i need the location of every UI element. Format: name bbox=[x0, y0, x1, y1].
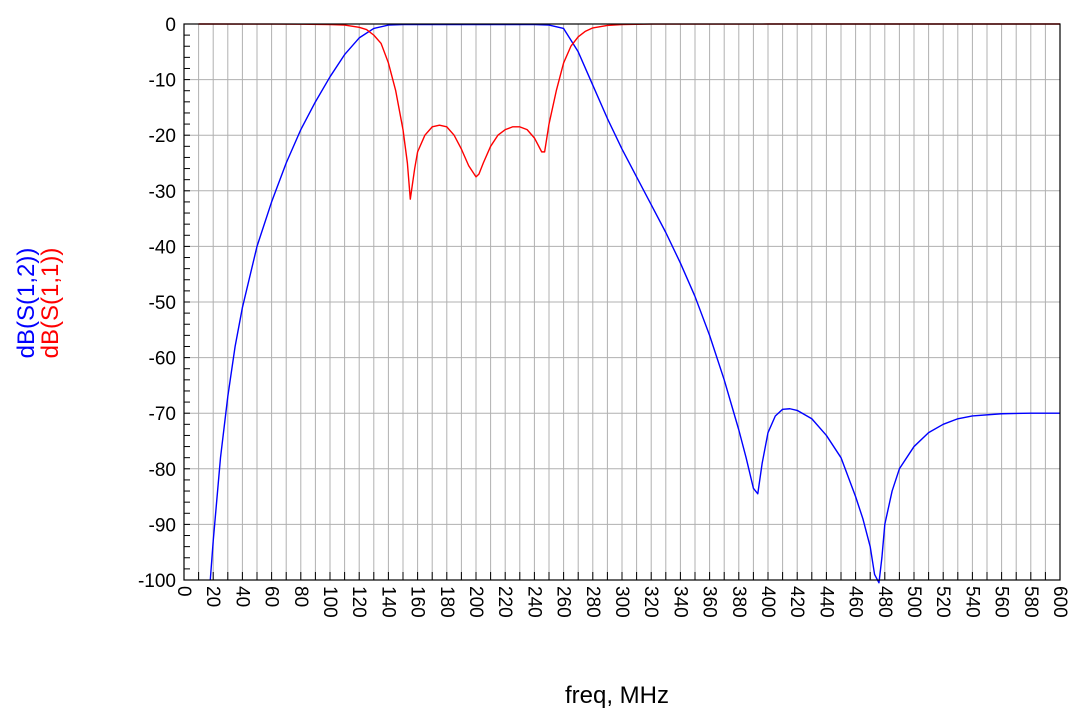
x-tick-label: 400 bbox=[757, 586, 778, 618]
x-tick-label: 600 bbox=[1049, 586, 1070, 618]
x-tick-label: 320 bbox=[640, 586, 661, 618]
x-tick-label: 0 bbox=[173, 586, 194, 597]
x-tick-label: 480 bbox=[874, 586, 895, 618]
y-tick-label: -90 bbox=[149, 515, 176, 536]
x-tick-label: 160 bbox=[407, 586, 428, 618]
x-tick-label: 380 bbox=[728, 586, 749, 618]
series-lines bbox=[198, 23, 1061, 584]
x-tick-label: 120 bbox=[348, 586, 369, 618]
x-tick-label: 80 bbox=[290, 586, 311, 607]
x-tick-label: 360 bbox=[699, 586, 720, 618]
x-tick-label: 300 bbox=[611, 586, 632, 618]
y-tick-labels: 0 -10 -20 -30 -40 -50 -60 -70 -80 -90 -100 bbox=[138, 15, 176, 592]
x-tick-label: 420 bbox=[786, 586, 807, 618]
y-tick-label: -80 bbox=[149, 460, 176, 481]
x-axis-title: freq, MHz bbox=[565, 682, 669, 709]
x-tick-label: 140 bbox=[377, 586, 398, 618]
y-axis-title-s11: dB(S(1,1)) bbox=[37, 248, 64, 359]
x-tick-label: 180 bbox=[436, 586, 457, 618]
x-tick-label: 40 bbox=[231, 586, 252, 607]
series-line-s12 bbox=[209, 23, 1060, 584]
y-axis-title-s12: dB(S(1,2)) bbox=[13, 248, 40, 359]
plot-frame bbox=[183, 23, 1061, 581]
x-tick-label: 60 bbox=[261, 586, 282, 607]
y-tick-label: 0 bbox=[165, 15, 176, 36]
y-tick-label: -100 bbox=[138, 571, 176, 592]
y-tick-label: -70 bbox=[149, 404, 176, 425]
grid-lines bbox=[184, 24, 1060, 580]
series-line-s11 bbox=[198, 23, 1061, 200]
x-tick-label: 340 bbox=[669, 586, 690, 618]
x-tick-label: 20 bbox=[202, 586, 223, 607]
y-tick-label: -10 bbox=[149, 71, 176, 92]
x-tick-label: 540 bbox=[961, 586, 982, 618]
x-tick-label: 260 bbox=[553, 586, 574, 618]
y-tick-label: -40 bbox=[149, 237, 176, 258]
x-tick-label: 560 bbox=[991, 586, 1012, 618]
x-tick-label: 440 bbox=[815, 586, 836, 618]
y-tick-label: -20 bbox=[149, 126, 176, 147]
y-tick-label: -60 bbox=[149, 349, 176, 370]
x-tick-label: 280 bbox=[582, 586, 603, 618]
x-tick-label: 580 bbox=[1020, 586, 1041, 618]
y-tick-label: -50 bbox=[149, 293, 176, 314]
x-tick-label: 520 bbox=[932, 586, 953, 618]
x-tick-label: 100 bbox=[319, 586, 340, 618]
x-tick-labels: 0 20 40 60 80 100 120 140 160 180 200 220 240 260 280 3… bbox=[173, 586, 1070, 618]
x-tick-label: 200 bbox=[465, 586, 486, 618]
x-tick-label: 460 bbox=[845, 586, 866, 618]
x-tick-label: 500 bbox=[903, 586, 924, 618]
y-tick-label: -30 bbox=[149, 182, 176, 203]
x-tick-label: 220 bbox=[494, 586, 515, 618]
x-tick-label: 240 bbox=[523, 586, 544, 618]
